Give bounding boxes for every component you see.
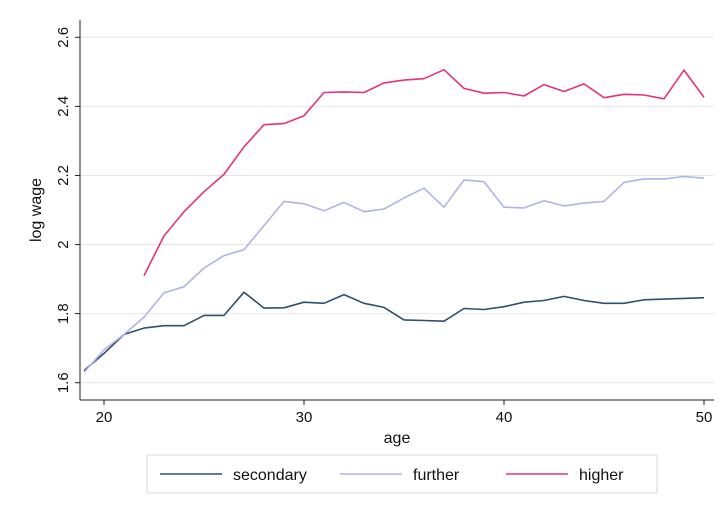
y-axis-label: log wage bbox=[28, 178, 45, 242]
series-lines bbox=[83, 68, 705, 373]
y-tick-label: 2.6 bbox=[55, 27, 72, 48]
y-tick-label: 1.6 bbox=[55, 372, 72, 393]
x-tick-label: 30 bbox=[296, 409, 313, 426]
legend: secondary further higher bbox=[146, 454, 658, 494]
x-ticks: 20 30 40 50 bbox=[96, 400, 713, 426]
y-tick-label: 2 bbox=[55, 240, 72, 248]
y-tick-label: 2.4 bbox=[55, 96, 72, 117]
x-axis-label: age bbox=[384, 430, 411, 447]
grid-lines bbox=[80, 36, 714, 384]
legend-label-further: further bbox=[413, 467, 460, 484]
y-tick-label: 1.8 bbox=[55, 303, 72, 324]
series-line-further bbox=[83, 175, 705, 373]
x-tick-label: 50 bbox=[696, 409, 713, 426]
y-tick-label: 2.2 bbox=[55, 165, 72, 186]
legend-label-higher: higher bbox=[579, 467, 624, 484]
x-tick-label: 20 bbox=[96, 409, 113, 426]
series-line-secondary bbox=[83, 291, 705, 372]
x-tick-label: 40 bbox=[496, 409, 513, 426]
legend-label-secondary: secondary bbox=[233, 467, 307, 484]
y-ticks: 1.6 1.8 2 2.2 2.4 2.6 bbox=[55, 27, 80, 393]
series-line-higher bbox=[143, 68, 705, 276]
axes bbox=[79, 20, 714, 401]
